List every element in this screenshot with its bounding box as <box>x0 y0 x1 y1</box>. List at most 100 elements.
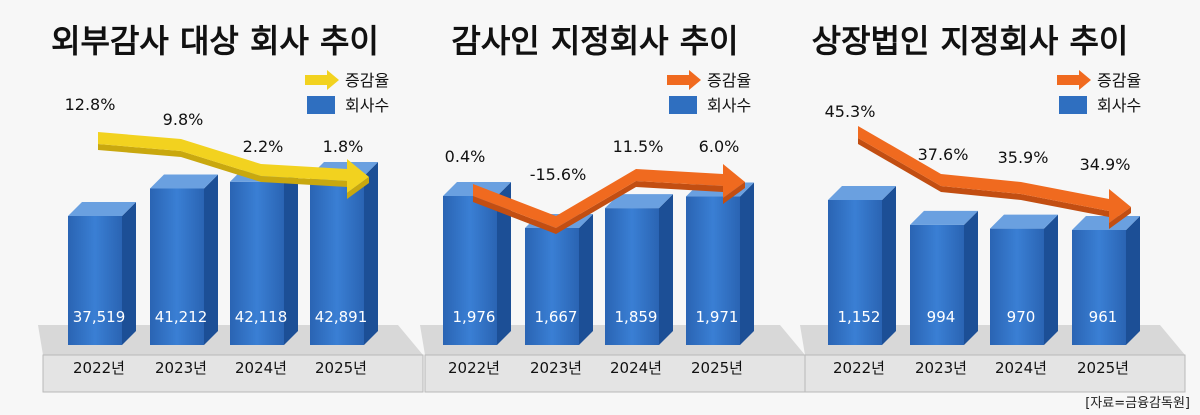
bar-2023년: 1,667 <box>525 214 593 345</box>
bar-2023년: 994 <box>910 210 978 345</box>
arrow-body-side <box>858 138 1109 217</box>
rate-label: 6.0% <box>699 137 740 156</box>
bar-top <box>68 202 136 216</box>
bar-value-label: 41,212 <box>155 308 208 326</box>
bar-value-label: 994 <box>927 308 956 326</box>
bar-front <box>990 228 1044 345</box>
bar-value-label: 1,152 <box>838 308 881 326</box>
bar-value-label: 42,118 <box>235 308 288 326</box>
rate-label: 34.9% <box>1080 155 1131 174</box>
bar-2025년: 42,891 <box>310 162 378 345</box>
bar-top <box>605 194 673 209</box>
bar-2023년: 41,212 <box>150 174 218 345</box>
category-label: 2024년 <box>995 359 1047 377</box>
arrow-body <box>858 126 1109 211</box>
category-label: 2025년 <box>1077 359 1129 377</box>
category-label: 2022년 <box>833 359 885 377</box>
bar-2024년: 42,118 <box>230 167 298 345</box>
bar-side <box>740 182 754 345</box>
bar-front <box>686 196 740 345</box>
rate-label: 45.3% <box>825 102 876 121</box>
bar-2024년: 1,859 <box>605 194 673 345</box>
bar-front <box>605 208 659 345</box>
bar-side <box>882 186 896 345</box>
rate-label: -15.6% <box>530 165 587 184</box>
category-label: 2023년 <box>915 359 967 377</box>
chart-panel-1: 외부감사 대상 회사 추이 37,519 41,212 42,118 42,891 202… <box>38 22 424 393</box>
bar-value-label: 37,519 <box>73 308 126 326</box>
bar-front <box>910 224 964 345</box>
bar-value-label: 1,667 <box>535 308 578 326</box>
legend-rate-label: 증감율 <box>1097 71 1141 90</box>
bar-side <box>497 182 511 345</box>
rate-label: 0.4% <box>445 147 486 166</box>
rate-label: 37.6% <box>918 145 969 164</box>
category-label: 2022년 <box>448 359 500 377</box>
bar-front <box>310 176 364 345</box>
arrow-head <box>347 159 369 193</box>
bar-side <box>579 214 593 345</box>
rate-label: 35.9% <box>998 148 1049 167</box>
bar-side <box>122 202 136 345</box>
rate-label: 11.5% <box>613 137 664 156</box>
bar-2025년: 961 <box>1072 216 1140 345</box>
category-label: 2024년 <box>610 359 662 377</box>
source-note: [자료=금융감독원] <box>1085 396 1190 411</box>
bar-top <box>990 214 1058 229</box>
legend-rate-label: 증감율 <box>345 71 389 90</box>
arrow-body-side <box>473 181 723 234</box>
bar-value-label: 1,859 <box>615 308 658 326</box>
legend-count-label: 회사수 <box>1097 96 1141 115</box>
legend-rate-swatch <box>667 70 701 90</box>
bar-value-label: 42,891 <box>315 308 368 326</box>
bar-side <box>364 162 378 345</box>
bar-side <box>964 210 978 345</box>
arrow-head-side <box>347 177 369 199</box>
legend-count-swatch <box>307 96 335 114</box>
chart-title: 감사인 지정회사 추이 <box>451 22 738 60</box>
bar-front <box>443 196 497 345</box>
rate-label: 1.8% <box>323 137 364 156</box>
bar-front <box>150 188 204 345</box>
legend-rate-label: 증감율 <box>707 71 751 90</box>
legend-count-label: 회사수 <box>707 96 751 115</box>
bar-front <box>828 200 882 345</box>
arrow-body <box>98 132 347 181</box>
bar-2022년: 1,152 <box>828 186 896 345</box>
arrow-body <box>473 169 723 228</box>
category-label: 2025년 <box>691 359 743 377</box>
platform-front <box>804 354 1186 393</box>
bar-front <box>525 228 579 345</box>
platform-front <box>42 354 424 393</box>
chart-title: 상장법인 지정회사 추이 <box>812 22 1129 60</box>
legend-count-label: 회사수 <box>345 96 389 115</box>
bar-2024년: 970 <box>990 214 1058 345</box>
bar-front <box>230 181 284 345</box>
legend-count-swatch <box>1059 96 1087 114</box>
bar-2022년: 37,519 <box>68 202 136 345</box>
legend-rate-swatch <box>305 70 339 90</box>
legend-rate-swatch <box>1057 70 1091 90</box>
bar-top <box>828 186 896 200</box>
bar-side <box>204 174 218 345</box>
bar-side <box>1044 214 1058 345</box>
bar-value-label: 970 <box>1007 308 1036 326</box>
bar-value-label: 961 <box>1089 308 1118 326</box>
bar-value-label: 1,971 <box>696 308 739 326</box>
bar-front <box>68 216 122 345</box>
category-label: 2025년 <box>315 359 367 377</box>
rate-label: 12.8% <box>65 95 116 114</box>
bar-top <box>1072 216 1140 230</box>
chart-panel-3: 상장법인 지정회사 추이 1,152 994 970 961 2022년 2023년 2024… <box>800 22 1186 393</box>
bar-side <box>284 167 298 345</box>
bar-side <box>1126 216 1140 345</box>
bar-value-label: 1,976 <box>453 308 496 326</box>
category-label: 2022년 <box>73 359 125 377</box>
arrow-head <box>1109 189 1131 223</box>
legend-count-swatch <box>669 96 697 114</box>
chart-title: 외부감사 대상 회사 추이 <box>51 22 379 60</box>
